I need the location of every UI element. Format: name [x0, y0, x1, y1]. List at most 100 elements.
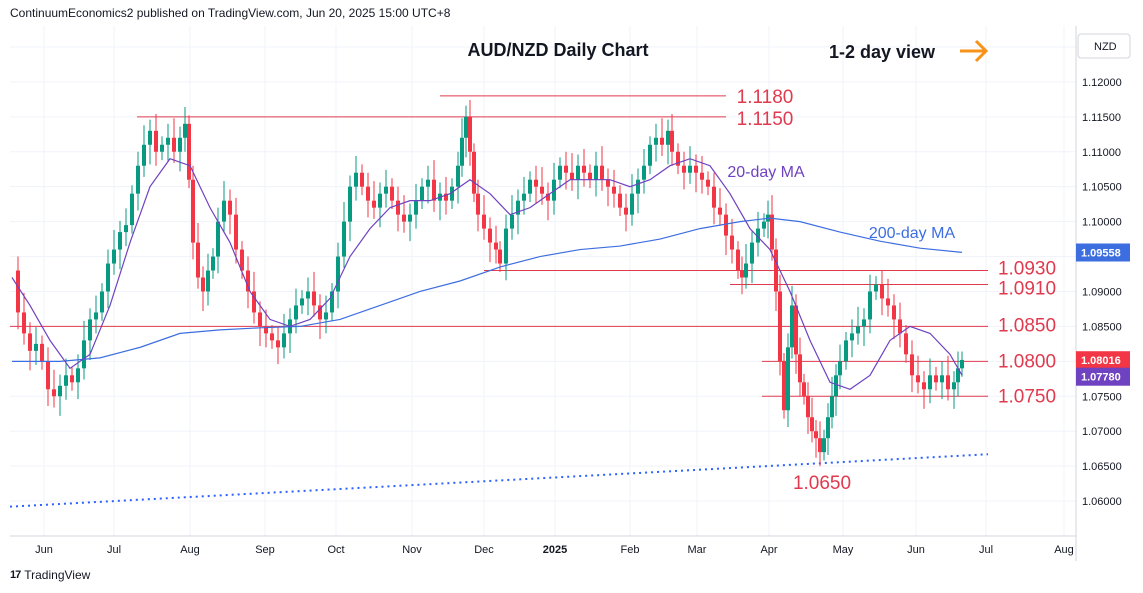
x-tick-label: 2025	[543, 544, 567, 556]
x-tick-label: Dec	[474, 544, 494, 556]
candle-body	[740, 270, 744, 278]
level-label-1.0750: 1.0750	[998, 386, 1056, 407]
candle-body	[910, 354, 914, 376]
candle-body	[336, 256, 340, 292]
tradingview-brand[interactable]: 17 TradingView	[10, 568, 90, 582]
candle-body	[34, 343, 38, 351]
candle-body	[570, 172, 574, 180]
candle-body	[252, 291, 256, 313]
candle-body	[904, 333, 908, 355]
candle-body	[798, 354, 802, 383]
candle-body	[136, 165, 140, 194]
candle-body	[118, 232, 122, 250]
candle-body	[534, 179, 538, 187]
brand-name: TradingView	[24, 568, 91, 582]
candle-body	[28, 333, 32, 351]
view-note: 1-2 day view	[829, 42, 936, 62]
arrow-right-icon	[960, 39, 989, 63]
candle-body	[724, 214, 728, 236]
candle-body	[100, 291, 104, 313]
candle-body	[342, 221, 346, 257]
candle-body	[868, 291, 872, 320]
candle-body	[588, 172, 592, 180]
candle-body	[756, 228, 760, 243]
x-tick-label: Nov	[402, 544, 422, 556]
candle-body	[564, 165, 568, 173]
price-badge	[1076, 367, 1130, 386]
candle-body	[148, 130, 152, 145]
x-tick-label: Aug	[1054, 544, 1074, 556]
price-badge-label: 1.07780	[1081, 372, 1121, 384]
x-tick-label: Jul	[107, 544, 121, 556]
y-tick-label: 1.11000	[1082, 147, 1121, 159]
candle-body	[822, 438, 826, 453]
candle-body	[774, 249, 778, 292]
candle-body	[354, 172, 358, 187]
candle-body	[546, 193, 550, 201]
candle-body	[187, 123, 191, 180]
candle-body	[216, 221, 220, 257]
symbol-badge[interactable]: NZD	[1077, 33, 1131, 59]
candle-body	[898, 319, 902, 334]
x-tick-label: Aug	[180, 544, 200, 556]
x-tick-label: Sep	[255, 544, 275, 556]
candle-body	[612, 186, 616, 194]
candle-body	[294, 305, 298, 320]
y-tick-label: 1.06500	[1082, 461, 1122, 473]
candle-body	[916, 375, 920, 383]
candle-body	[736, 249, 740, 271]
candle-body	[476, 193, 480, 215]
candle-body	[960, 359, 964, 369]
candle-body	[706, 179, 710, 187]
candle-body	[160, 144, 164, 152]
candle-body	[688, 165, 692, 173]
candle-body	[488, 228, 492, 243]
x-axis[interactable]: Jun Jul Aug Sep Oct Nov Dec 2025 Feb Mar Apr May Jun…	[35, 544, 1074, 556]
candle-body	[240, 249, 244, 271]
candle-body	[234, 214, 238, 250]
candle-body	[834, 375, 838, 397]
y-axis[interactable]: 1.125001.120001.115001.110001.105001.100…	[1082, 42, 1122, 508]
candle-body	[94, 312, 98, 320]
candle-body	[460, 137, 464, 166]
candle-body	[660, 137, 664, 145]
candle-body	[472, 151, 476, 194]
candle-body	[594, 165, 598, 180]
x-tick-label: Feb	[621, 544, 640, 556]
level-label-1.0850: 1.0850	[998, 315, 1056, 336]
candle-body	[264, 326, 268, 334]
y-tick-label: 1.08500	[1082, 321, 1122, 333]
candle-body	[282, 333, 286, 348]
candle-body	[16, 270, 20, 313]
candle-body	[666, 130, 670, 145]
candle-body	[246, 270, 250, 292]
candle-body	[750, 242, 754, 264]
candle-body	[600, 165, 604, 180]
candle-body	[826, 417, 830, 439]
candle-body	[806, 396, 810, 418]
trendline	[9, 453, 989, 508]
candle-body	[718, 207, 722, 215]
candle-body	[312, 291, 316, 306]
candle-body	[934, 375, 938, 383]
candle-body	[730, 235, 734, 250]
price-badge	[1076, 351, 1130, 370]
candle-body	[432, 179, 436, 201]
candle-body	[874, 284, 878, 292]
moving-averages	[11, 158, 963, 390]
candle-body	[408, 214, 412, 222]
y-tick-label: 1.09000	[1082, 286, 1122, 298]
candle-body	[270, 333, 274, 341]
candle-body	[670, 130, 674, 152]
candle-body	[183, 123, 187, 138]
price-badge	[1076, 243, 1130, 262]
candle-body	[712, 186, 716, 208]
candle-body	[206, 270, 210, 292]
candle-body	[880, 284, 884, 299]
candle-body	[856, 326, 860, 334]
candle-body	[830, 396, 834, 418]
plot-area[interactable]	[10, 26, 1076, 561]
candle-body	[258, 312, 262, 327]
chart-title: AUD/NZD Daily Chart	[467, 40, 648, 60]
